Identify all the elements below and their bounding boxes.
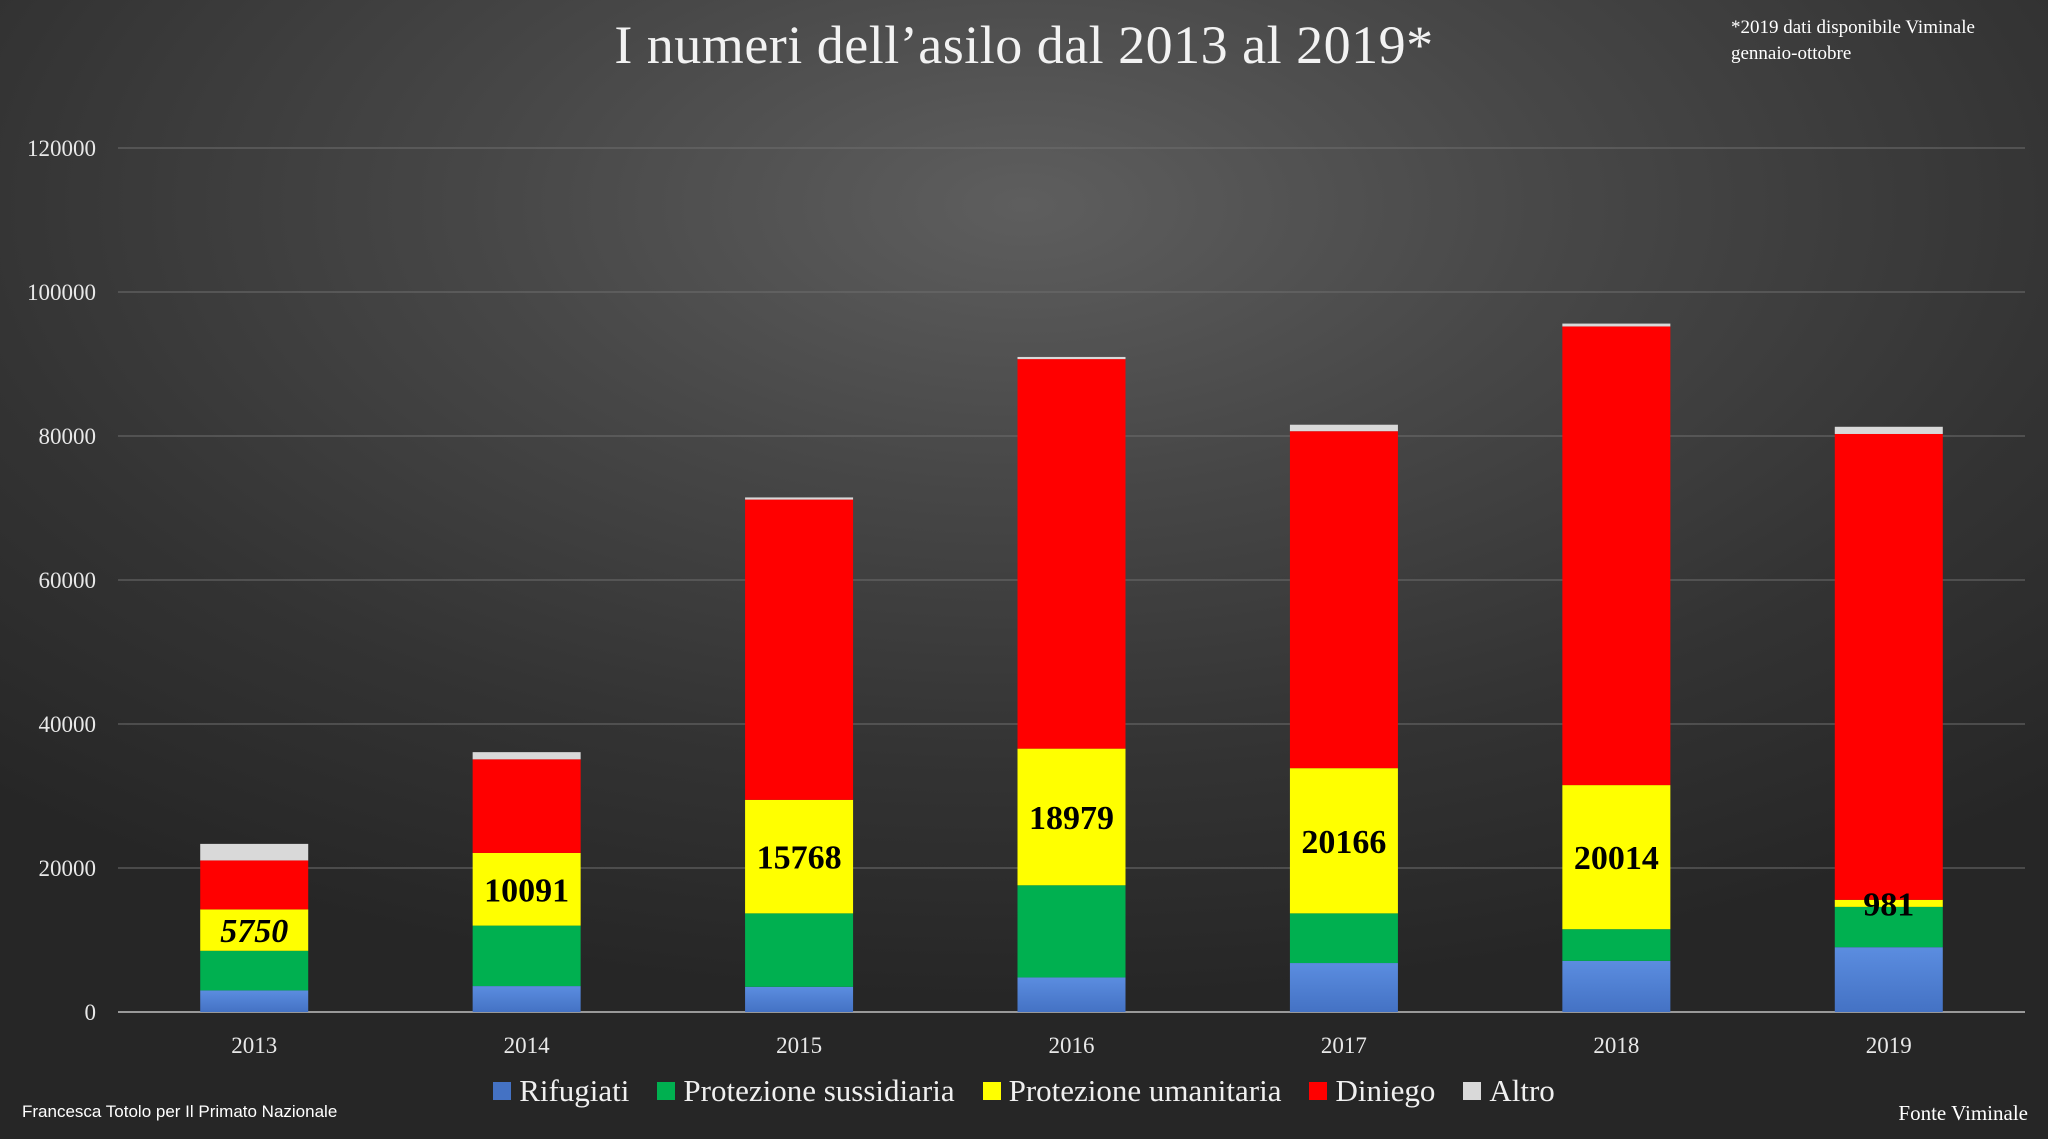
legend-item-protezione-sussidiaria: Protezione sussidiaria <box>657 1073 955 1109</box>
bar-segment-altro-2014 <box>472 752 581 760</box>
y-axis-tick-labels: 0 20000 40000 60000 80000 100000 120000 <box>27 136 96 1025</box>
x-tick-label: 2019 <box>1866 1033 1912 1058</box>
bar-segment-rifugiati-2017 <box>1289 963 1398 1012</box>
bar-segment-diniego-2013 <box>200 860 309 910</box>
legend-label-rifugiati: Rifugiati <box>519 1073 630 1108</box>
bar-segment-altro-2013 <box>200 843 309 861</box>
y-tick-label: 20000 <box>39 856 97 881</box>
data-note-line: *2019 dati disponibile Viminale <box>1731 17 1975 38</box>
x-tick-label: 2017 <box>1321 1033 1367 1058</box>
bar-segment-rifugiati-2015 <box>745 986 854 1012</box>
x-tick-label: 2016 <box>1049 1033 1095 1058</box>
legend-swatch-protezione-sussidiaria <box>657 1082 676 1100</box>
data-label-2013: 5750 <box>220 913 288 950</box>
x-tick-label: 2018 <box>1593 1033 1639 1058</box>
bar-segment-diniego-2017 <box>1289 431 1398 769</box>
bar-segment-protezione-sussidiaria-2018 <box>1562 929 1671 961</box>
bar-segment-rifugiati-2013 <box>200 990 309 1012</box>
y-tick-label: 40000 <box>39 712 97 737</box>
bar-segment-protezione-sussidiaria-2013 <box>200 950 309 991</box>
y-tick-label: 0 <box>85 1000 97 1025</box>
bar-segment-rifugiati-2019 <box>1834 947 1943 1012</box>
bar-segment-diniego-2014 <box>472 759 581 853</box>
bar-segment-protezione-umanitaria-2019 <box>1834 899 1943 907</box>
legend-label-protezione-umanitaria: Protezione umanitaria <box>1008 1073 1282 1108</box>
bar-segment-protezione-umanitaria-2014 <box>472 852 581 926</box>
bar-segment-altro-2018 <box>1562 323 1671 327</box>
legend-item-protezione-umanitaria: Protezione umanitaria <box>982 1073 1282 1109</box>
data-label-2017: 20166 <box>1301 824 1386 861</box>
bar-segment-diniego-2018 <box>1562 326 1671 786</box>
bar-segment-protezione-umanitaria-2017 <box>1289 768 1398 914</box>
bar-segment-diniego-2016 <box>1017 359 1126 749</box>
y-tick-label: 60000 <box>39 568 97 593</box>
bar-segment-diniego-2015 <box>745 499 854 800</box>
bar-segment-protezione-umanitaria-2016 <box>1017 748 1126 886</box>
legend-swatch-altro <box>1463 1082 1482 1100</box>
bar-segment-diniego-2019 <box>1834 433 1943 900</box>
y-tick-label: 120000 <box>27 136 96 161</box>
bar-segment-protezione-sussidiaria-2019 <box>1834 906 1943 948</box>
bar-segment-protezione-umanitaria-2018 <box>1562 785 1671 930</box>
legend-swatch-diniego <box>1309 1082 1328 1100</box>
bar-segment-rifugiati-2018 <box>1562 960 1671 1012</box>
legend-label-diniego: Diniego <box>1335 1073 1436 1108</box>
data-label-2014: 10091 <box>484 872 569 909</box>
data-note-line: gennaio-ottobre <box>1731 43 1852 64</box>
x-axis-tick-labels: 2013 2014 2015 2016 2017 2018 2019 <box>231 1033 1912 1058</box>
bar-segment-altro-2017 <box>1289 424 1398 432</box>
x-tick-label: 2013 <box>231 1033 277 1058</box>
author-credit: Francesca Totolo per Il Primato Nazional… <box>22 1102 338 1121</box>
bars <box>200 323 1943 1012</box>
bar-segment-protezione-sussidiaria-2015 <box>745 913 854 987</box>
x-tick-label: 2014 <box>504 1033 551 1058</box>
y-tick-label: 80000 <box>39 424 97 449</box>
legend-swatch-protezione-umanitaria <box>982 1082 1001 1100</box>
bar-segment-protezione-umanitaria-2013 <box>200 909 309 951</box>
data-label-2016: 18979 <box>1029 800 1114 837</box>
legend-item-diniego: Diniego <box>1309 1073 1435 1109</box>
source-credit: Fonte Viminale <box>1898 1101 2028 1125</box>
bar-segment-protezione-sussidiaria-2017 <box>1289 913 1398 964</box>
bar-segment-rifugiati-2014 <box>472 986 581 1012</box>
y-tick-label: 100000 <box>27 280 96 305</box>
legend-label-protezione-sussidiaria: Protezione sussidiaria <box>683 1073 955 1108</box>
legend: Rifugiati Protezione sussidiaria Protezi… <box>0 1073 2048 1109</box>
bar-segment-protezione-sussidiaria-2014 <box>472 925 581 987</box>
bar-segment-protezione-umanitaria-2015 <box>745 799 854 914</box>
bar-segment-altro-2015 <box>745 497 854 500</box>
bar-segment-rifugiati-2016 <box>1017 977 1126 1012</box>
data-labels: 5750 10091 15768 18979 20166 20014 981 <box>220 800 1914 950</box>
data-note: *2019 dati disponibile Viminale gennaio-… <box>1731 15 2041 67</box>
data-label-2015: 15768 <box>757 840 842 877</box>
data-label-2019: 981 <box>1863 886 1914 923</box>
legend-swatch-rifugiati <box>493 1082 512 1100</box>
bar-segment-altro-2019 <box>1834 426 1943 434</box>
chart-title: I numeri dell’asilo dal 2013 al 2019* <box>614 15 1434 75</box>
legend-label-altro: Altro <box>1489 1073 1555 1108</box>
x-tick-label: 2015 <box>776 1033 822 1058</box>
bar-segment-protezione-sussidiaria-2016 <box>1017 885 1126 978</box>
bar-segment-altro-2016 <box>1017 356 1126 360</box>
data-label-2018: 20014 <box>1574 840 1659 877</box>
legend-item-altro: Altro <box>1463 1073 1555 1109</box>
legend-item-rifugiati: Rifugiati <box>493 1073 629 1109</box>
